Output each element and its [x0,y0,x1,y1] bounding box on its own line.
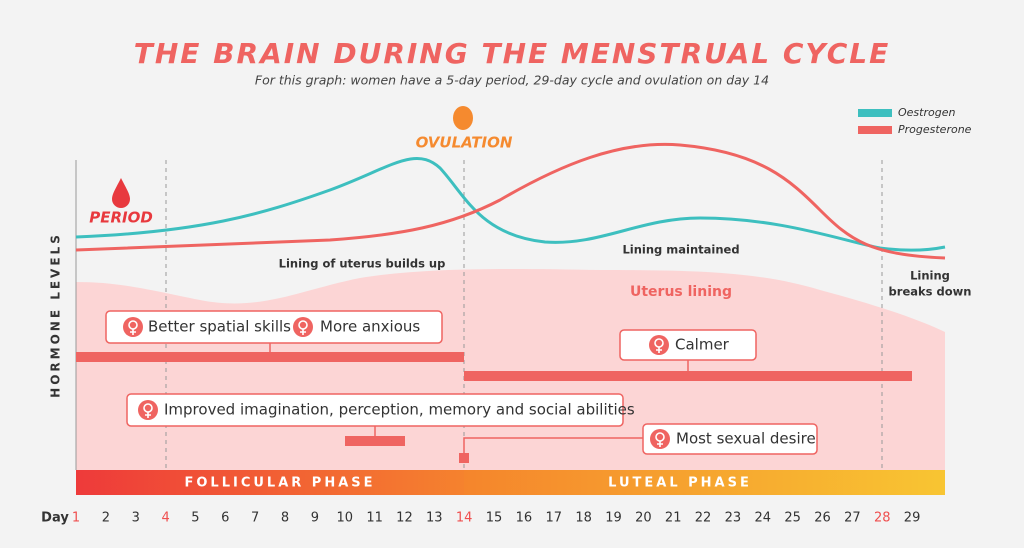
period-drop [112,178,130,208]
annotation: breaks down [889,285,972,299]
day-label: 8 [281,511,289,526]
effect-bar [459,453,469,463]
subtitle: For this graph: women have a 5-day perio… [255,73,769,88]
female-icon [650,429,670,449]
day-label: 9 [311,511,319,526]
x-axis-label: Day [41,511,69,526]
day-label: 4 [161,511,169,526]
effect-box [105,310,443,344]
legend-label: Progesterone [898,123,972,136]
day-label: 24 [755,511,772,526]
day-label: 26 [814,511,831,526]
day-label: 12 [396,511,413,526]
effect: More anxious [320,318,420,336]
female-icon-part [130,329,136,335]
effect: Most sexual desire [676,430,816,448]
annotation: Uterus lining [630,284,732,300]
day-label: 7 [251,511,259,526]
effect: Improved imagination, perception, memory… [164,401,635,419]
female-icon-part [300,329,306,335]
day-label: 21 [665,511,682,526]
female-icon-part [657,441,663,447]
day-label: 28 [874,511,891,526]
ovum-icon [453,106,473,130]
day-label: 15 [486,511,503,526]
luteal-phase-bar [464,470,945,495]
title: THE BRAIN DURING THE MENSTRUAL CYCLE [134,37,890,70]
day-label: 23 [725,511,742,526]
female-icon [293,317,313,337]
female-icon [649,335,669,355]
phase-label: LUTEAL PHASE [608,476,752,491]
effect-bar [464,371,912,381]
period-label: PERIOD [89,209,153,227]
day-label: 27 [844,511,861,526]
day-label: 3 [132,511,140,526]
legend-swatch [858,109,892,117]
female-icon-part [656,347,662,353]
effect: Calmer [675,336,730,354]
effect-box [642,423,818,455]
day-label: 16 [516,511,533,526]
annotation: Lining maintained [622,243,739,257]
female-icon [123,317,143,337]
day-label: 25 [784,511,801,526]
annotation: Lining [910,269,950,283]
day-label: 19 [605,511,622,526]
y-axis-label: HORMONE LEVELS [49,232,63,398]
day-label: 13 [426,511,443,526]
female-icon [138,400,158,420]
day-label: 18 [575,511,592,526]
day-label: 17 [545,511,562,526]
phase-label: FOLLICULAR PHASE [184,476,375,491]
effect: Better spatial skills [148,318,291,336]
effect-box [126,393,624,427]
day-label: 6 [221,511,229,526]
day-label: 5 [191,511,199,526]
day-label: 22 [695,511,712,526]
day-label: 29 [904,511,921,526]
annotation: Lining of uterus builds up [279,257,446,271]
day-label: 14 [456,511,473,526]
ovulation-label: OVULATION [416,134,513,152]
day-label: 11 [366,511,383,526]
connector [463,437,643,453]
progesterone-curve [75,142,946,260]
day-label: 1 [72,511,80,526]
effect-bar [345,436,405,446]
female-icon-part [145,412,151,418]
legend-label: Oestrogen [898,106,955,119]
day-label: 20 [635,511,652,526]
legend-swatch [858,126,892,134]
follicular-phase-bar [76,470,464,495]
effect-bar [76,352,464,362]
oestrogen-curve [75,157,946,252]
day-label: 10 [336,511,353,526]
female-icons [123,317,670,449]
day-label: 2 [102,511,110,526]
